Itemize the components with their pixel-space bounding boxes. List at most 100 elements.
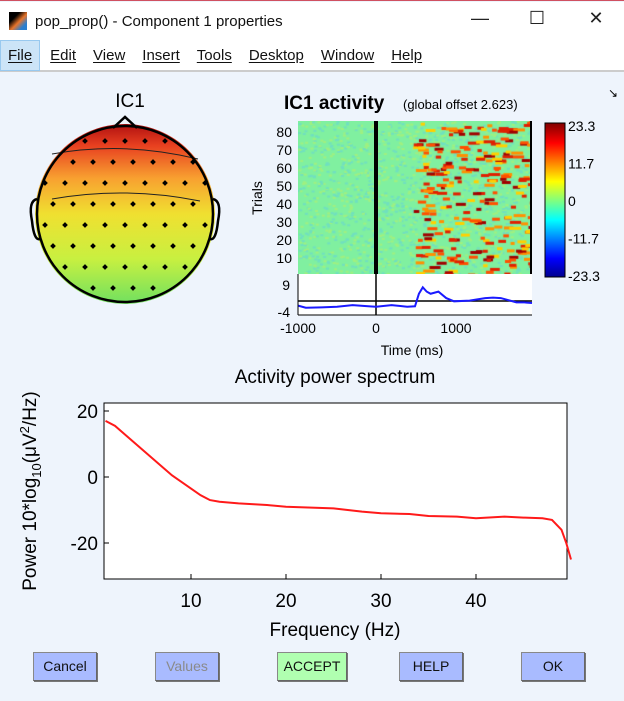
spectrum-axes — [103, 402, 568, 580]
electrode-marker — [142, 138, 148, 144]
electrode-marker — [162, 264, 168, 270]
electrode-marker — [70, 201, 76, 207]
erp-xtick: -1000 — [280, 320, 316, 336]
ok-button[interactable]: OK — [521, 652, 585, 681]
electrode-marker — [82, 138, 88, 144]
topo-map — [35, 124, 215, 304]
spectrum-xtick: 40 — [465, 591, 486, 612]
erpimage-subtitle: (global offset 2.623) — [403, 97, 518, 112]
head-outline — [35, 124, 215, 304]
electrode-marker — [170, 159, 176, 165]
right-ear — [209, 197, 221, 241]
electrode-marker — [182, 264, 188, 270]
time-zero-line — [374, 121, 378, 274]
electrode-marker — [82, 222, 88, 228]
electrode-marker — [150, 201, 156, 207]
menu-edit[interactable]: Edit — [50, 46, 77, 64]
window-title: pop_prop() - Component 1 properties — [35, 12, 283, 30]
erp-axes — [298, 274, 532, 315]
trials-ytick: 50 — [276, 178, 292, 194]
electrode-marker — [162, 138, 168, 144]
electrode-marker — [90, 243, 96, 249]
axis-right-edge — [530, 121, 532, 274]
menu-insert[interactable]: Insert — [142, 46, 180, 64]
spectrum-ytick: -20 — [71, 534, 98, 555]
nose — [112, 115, 138, 129]
spectrum-xtick: 20 — [275, 591, 296, 612]
colorbar-tick: 0 — [568, 193, 576, 209]
trials-ytick: 70 — [276, 142, 292, 158]
electrode-marker — [130, 243, 136, 249]
menu-window[interactable]: Window — [320, 46, 375, 64]
topo-contour — [51, 192, 201, 202]
electrode-marker — [110, 243, 116, 249]
spectrum-ytick: 20 — [77, 402, 98, 423]
dock-figure-icon[interactable]: ↘ — [607, 86, 618, 100]
matlab-icon — [9, 12, 27, 30]
electrode-marker — [90, 285, 96, 291]
electrode-marker — [62, 264, 68, 270]
spectrum-xtick: 10 — [180, 591, 201, 612]
erp-ytick: 9 — [282, 277, 290, 293]
electrode-marker — [190, 159, 196, 165]
accept-button[interactable]: ACCEPT — [277, 652, 347, 681]
electrode-marker — [110, 201, 116, 207]
menu-help[interactable]: Help — [391, 46, 423, 64]
electrode-marker — [110, 285, 116, 291]
electrode-marker — [130, 285, 136, 291]
electrode-marker — [50, 243, 56, 249]
menu-bar: File Edit View Insert Tools Desktop Wind… — [0, 39, 624, 100]
help-button[interactable]: HELP — [399, 652, 463, 681]
electrode-marker — [190, 201, 196, 207]
spectrum-ylabel: Power 10*log10(μV2/Hz) — [17, 391, 44, 591]
erp-xtick: 1000 — [440, 320, 471, 336]
electrode-marker — [42, 222, 48, 228]
spectrum-trace — [105, 420, 572, 560]
electrode-marker — [90, 201, 96, 207]
trials-ytick: 10 — [276, 250, 292, 266]
close-button[interactable]: ✕ — [588, 8, 604, 28]
electrode-marker — [102, 264, 108, 270]
electrode-marker — [62, 180, 68, 186]
electrode-marker — [170, 243, 176, 249]
topo-title: IC1 — [115, 91, 145, 112]
electrode-marker — [150, 285, 156, 291]
menu-tools[interactable]: Tools — [196, 46, 232, 64]
trials-ytick: 60 — [276, 160, 292, 176]
cancel-button[interactable]: Cancel — [33, 652, 97, 681]
electrode-marker — [142, 180, 148, 186]
electrode-marker — [202, 222, 208, 228]
spectrum-title: Activity power spectrum — [235, 367, 436, 388]
electrode-marker — [162, 180, 168, 186]
electrode-marker — [50, 201, 56, 207]
trials-ytick: 30 — [276, 214, 292, 230]
menu-view[interactable]: View — [93, 46, 126, 64]
menu-desktop[interactable]: Desktop — [248, 46, 304, 64]
electrode-marker — [150, 243, 156, 249]
electrode-marker — [162, 222, 168, 228]
electrode-marker — [82, 264, 88, 270]
electrode-marker — [142, 264, 148, 270]
spectrum-xlabel: Frequency (Hz) — [270, 620, 401, 641]
colorbar — [544, 122, 566, 278]
erp-xtick: 0 — [372, 320, 380, 336]
spectrum-ytick: 0 — [87, 468, 98, 489]
electrode-marker — [70, 159, 76, 165]
electrode-marker — [142, 222, 148, 228]
colorbar-tick: 23.3 — [568, 118, 595, 134]
electrode-marker — [122, 138, 128, 144]
electrode-marker — [110, 159, 116, 165]
electrode-marker — [150, 159, 156, 165]
electrode-marker — [102, 222, 108, 228]
erpimage-title: IC1 activity — [284, 93, 385, 114]
colorbar-tick: -11.7 — [568, 231, 599, 247]
menu-file[interactable]: File — [0, 39, 41, 71]
electrode-marker — [62, 222, 68, 228]
maximize-button[interactable]: ☐ — [528, 8, 546, 28]
trials-ytick: 20 — [276, 232, 292, 248]
electrode-marker — [190, 243, 196, 249]
colorbar-tick: 11.7 — [568, 156, 594, 172]
minimize-button[interactable]: — — [471, 8, 489, 28]
values-button[interactable]: Values — [155, 652, 219, 681]
